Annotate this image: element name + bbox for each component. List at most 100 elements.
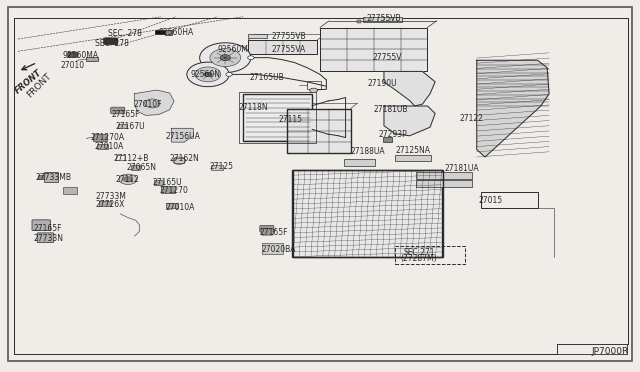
Bar <box>248 34 268 38</box>
Circle shape <box>200 43 251 73</box>
Circle shape <box>204 72 212 77</box>
FancyBboxPatch shape <box>260 225 274 232</box>
Text: 27733M: 27733M <box>96 192 127 201</box>
Bar <box>307 81 321 89</box>
Text: 27118N: 27118N <box>238 103 268 112</box>
Bar <box>97 144 108 149</box>
Circle shape <box>124 177 132 182</box>
Text: 27733MB: 27733MB <box>35 173 71 182</box>
Text: 27015: 27015 <box>479 196 503 205</box>
Bar <box>154 180 163 185</box>
Bar <box>131 165 140 170</box>
Text: 27755V: 27755V <box>372 53 402 62</box>
Text: 92560HA: 92560HA <box>159 28 194 37</box>
Text: 27020BA: 27020BA <box>261 246 296 254</box>
Bar <box>416 172 472 179</box>
Text: FRONT: FRONT <box>26 71 54 100</box>
Text: SEC.271: SEC.271 <box>403 248 435 257</box>
Text: 27010A: 27010A <box>95 142 124 151</box>
Text: 27125: 27125 <box>210 162 234 171</box>
Bar <box>481 192 538 208</box>
Circle shape <box>210 49 241 67</box>
Bar <box>287 109 351 153</box>
Text: 27181UA: 27181UA <box>445 164 479 173</box>
Text: 27112: 27112 <box>115 175 139 184</box>
FancyBboxPatch shape <box>32 220 51 231</box>
Text: 27010F: 27010F <box>133 100 162 109</box>
Bar <box>248 40 317 54</box>
Text: 27165UB: 27165UB <box>250 73 284 82</box>
Bar <box>239 92 316 143</box>
Text: 27165U: 27165U <box>152 178 182 187</box>
Circle shape <box>310 88 317 93</box>
Bar <box>320 28 428 71</box>
Text: 27293P: 27293P <box>379 130 408 139</box>
Text: 92560M: 92560M <box>218 45 248 54</box>
Bar <box>357 20 361 23</box>
FancyBboxPatch shape <box>111 107 125 114</box>
Text: 27010A: 27010A <box>165 203 195 212</box>
Text: 27115: 27115 <box>278 115 302 124</box>
Text: 27188UA: 27188UA <box>351 147 385 156</box>
Circle shape <box>187 62 229 87</box>
Bar <box>416 180 472 187</box>
FancyBboxPatch shape <box>364 17 402 22</box>
Text: SEC. 278: SEC. 278 <box>108 29 141 38</box>
Text: 27165F: 27165F <box>112 110 141 119</box>
Text: 27112+B: 27112+B <box>114 154 149 163</box>
Text: 27065N: 27065N <box>127 163 157 172</box>
Bar <box>344 159 375 166</box>
Text: 27167U: 27167U <box>115 122 145 131</box>
Text: 27726X: 27726X <box>96 200 125 209</box>
Text: 27156UA: 27156UA <box>165 132 200 141</box>
Circle shape <box>226 73 232 76</box>
Bar <box>116 155 125 160</box>
FancyBboxPatch shape <box>34 222 48 228</box>
Circle shape <box>220 55 230 61</box>
Bar <box>93 134 107 141</box>
Bar <box>211 165 223 170</box>
Text: (27287M): (27287M) <box>400 254 436 263</box>
Bar <box>383 137 392 142</box>
Text: 27010: 27010 <box>61 61 85 70</box>
Bar <box>165 30 172 35</box>
Bar <box>396 246 465 264</box>
Bar <box>44 172 58 182</box>
Polygon shape <box>384 106 435 136</box>
Bar <box>293 170 442 257</box>
Bar <box>166 203 178 208</box>
Circle shape <box>119 174 137 185</box>
Circle shape <box>173 157 186 164</box>
Polygon shape <box>134 90 174 115</box>
Bar <box>292 170 443 257</box>
Text: SEC. 278: SEC. 278 <box>95 39 129 48</box>
Bar <box>161 186 175 193</box>
Text: JP7000R: JP7000R <box>592 347 629 356</box>
Text: 27165F: 27165F <box>33 224 62 233</box>
Text: 27181UB: 27181UB <box>373 105 408 114</box>
Bar <box>174 158 184 163</box>
Bar <box>99 201 111 206</box>
FancyBboxPatch shape <box>68 52 78 57</box>
Text: 27755VB: 27755VB <box>272 32 307 41</box>
Text: 27122: 27122 <box>460 114 483 123</box>
Text: 27162N: 27162N <box>170 154 199 163</box>
Text: 271270A: 271270A <box>91 133 125 142</box>
Text: 27190U: 27190U <box>368 79 397 88</box>
Text: 27165F: 27165F <box>259 228 287 237</box>
Bar <box>155 30 165 34</box>
Polygon shape <box>172 128 193 142</box>
Bar <box>86 57 98 61</box>
Text: 271270: 271270 <box>160 186 189 195</box>
FancyBboxPatch shape <box>261 228 273 235</box>
Text: 27733N: 27733N <box>33 234 63 243</box>
Text: 27755VB: 27755VB <box>366 14 401 23</box>
Polygon shape <box>384 71 435 106</box>
Bar <box>243 94 312 141</box>
Bar <box>38 175 44 179</box>
Circle shape <box>145 99 160 108</box>
Bar <box>63 187 77 194</box>
Bar <box>118 124 127 128</box>
Bar <box>396 155 431 161</box>
Circle shape <box>195 67 221 82</box>
